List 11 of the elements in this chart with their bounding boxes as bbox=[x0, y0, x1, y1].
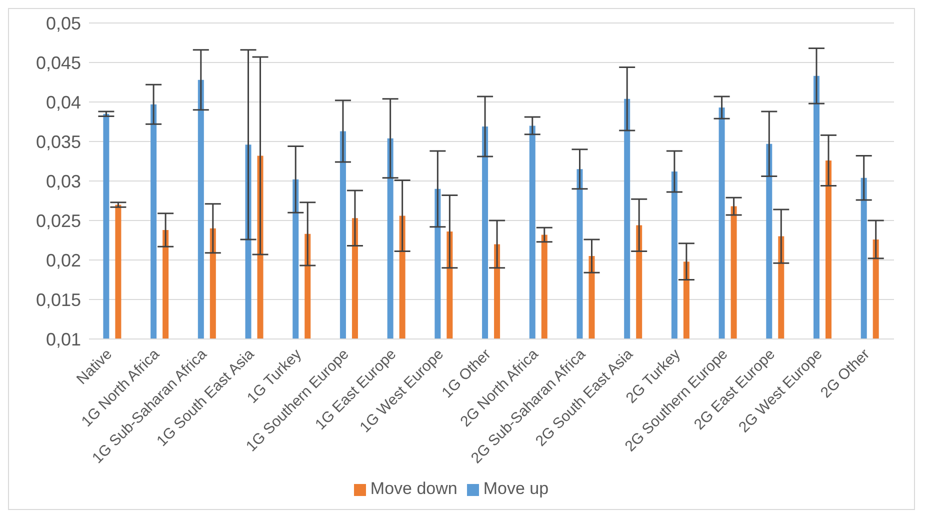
y-tick-label: 0,025 bbox=[36, 210, 81, 231]
y-tick-label: 0,02 bbox=[46, 250, 81, 270]
y-tick-label: 0,03 bbox=[46, 171, 81, 192]
y-tick-label: 0,045 bbox=[36, 52, 81, 73]
y-tick-label: 0,05 bbox=[46, 13, 81, 34]
y-tick-label: 0,015 bbox=[36, 290, 81, 310]
y-tick-label: 0,04 bbox=[46, 92, 81, 112]
y-tick-label: 0,035 bbox=[36, 132, 81, 152]
legend-label: Move up bbox=[483, 479, 549, 498]
legend-label: Move down bbox=[370, 479, 458, 498]
y-tick-label: 0,01 bbox=[46, 329, 81, 350]
